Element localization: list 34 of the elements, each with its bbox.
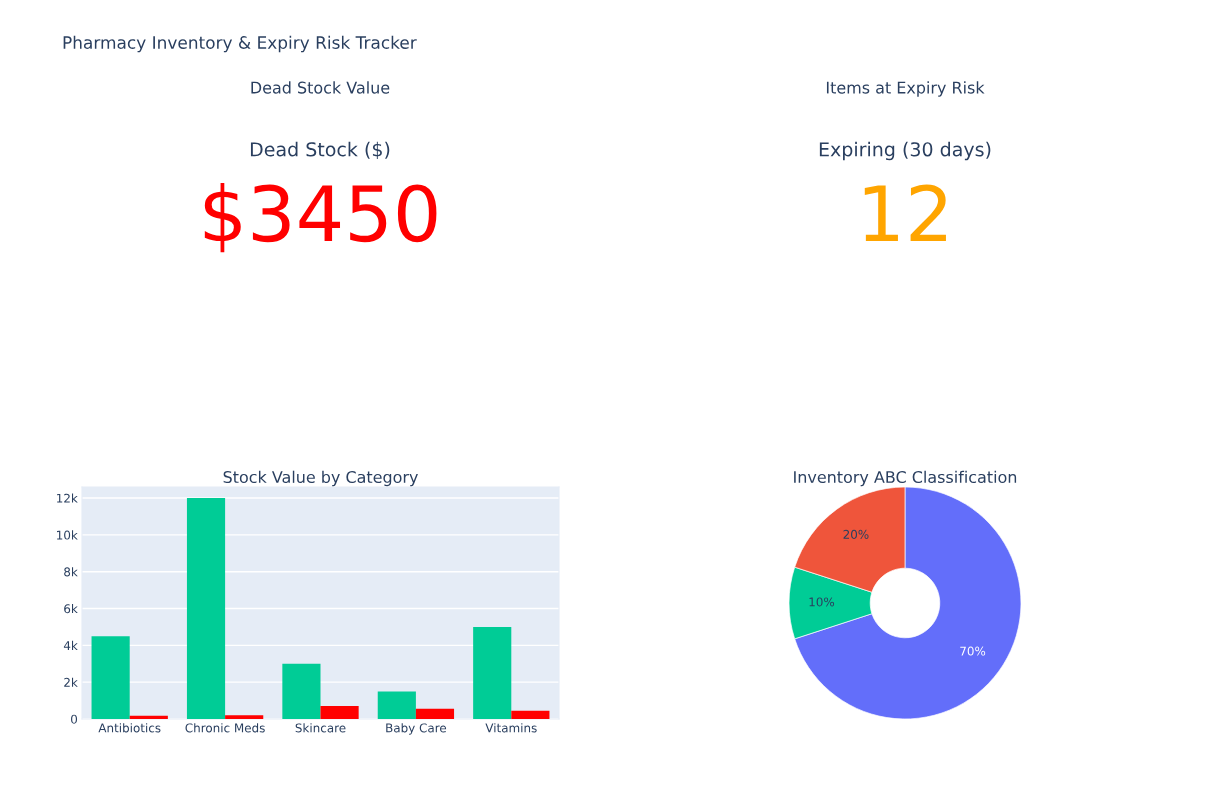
data-label: 70% [960,646,986,656]
bar [91,636,130,719]
text: Dead Stock ($) [250,141,390,160]
bar [511,710,550,719]
bar [129,715,168,719]
y-tick-label: 12k [57,493,78,503]
bar [225,715,264,719]
text: 12 [864,184,946,242]
text: $3450 [204,183,437,253]
bar [186,498,226,719]
x-tick-label: Antibiotics [98,723,161,733]
x-tick-label: Vitamins [485,723,537,733]
chart-title: Inventory ABC Classification [794,470,1017,487]
text: Expiring (30 days) [819,141,991,161]
bar [320,706,359,719]
bar [473,626,512,719]
bar [377,691,416,719]
y-tick-label: 0 [71,714,78,724]
x-tick-label: Chronic Meds [185,723,265,733]
y-tick-label: 10k [57,530,78,540]
y-tick-label: 8k [64,567,78,577]
bar [282,663,321,719]
text: Items at Expiry Risk [826,81,985,97]
x-tick-label: Skincare [295,723,346,733]
y-tick-label: 2k [64,677,78,687]
text: Pharmacy Inventory & Expiry Risk Tracker [63,35,417,53]
chart-title: Stock Value by Category [223,470,418,487]
y-tick-label: 6k [64,603,78,614]
bar [415,708,455,719]
text: Dead Stock Value [251,81,390,94]
data-label: 10% [809,597,835,607]
y-tick-label: 4k [63,640,78,650]
x-tick-label: Baby Care [386,723,447,735]
data-label: 20% [843,529,869,539]
